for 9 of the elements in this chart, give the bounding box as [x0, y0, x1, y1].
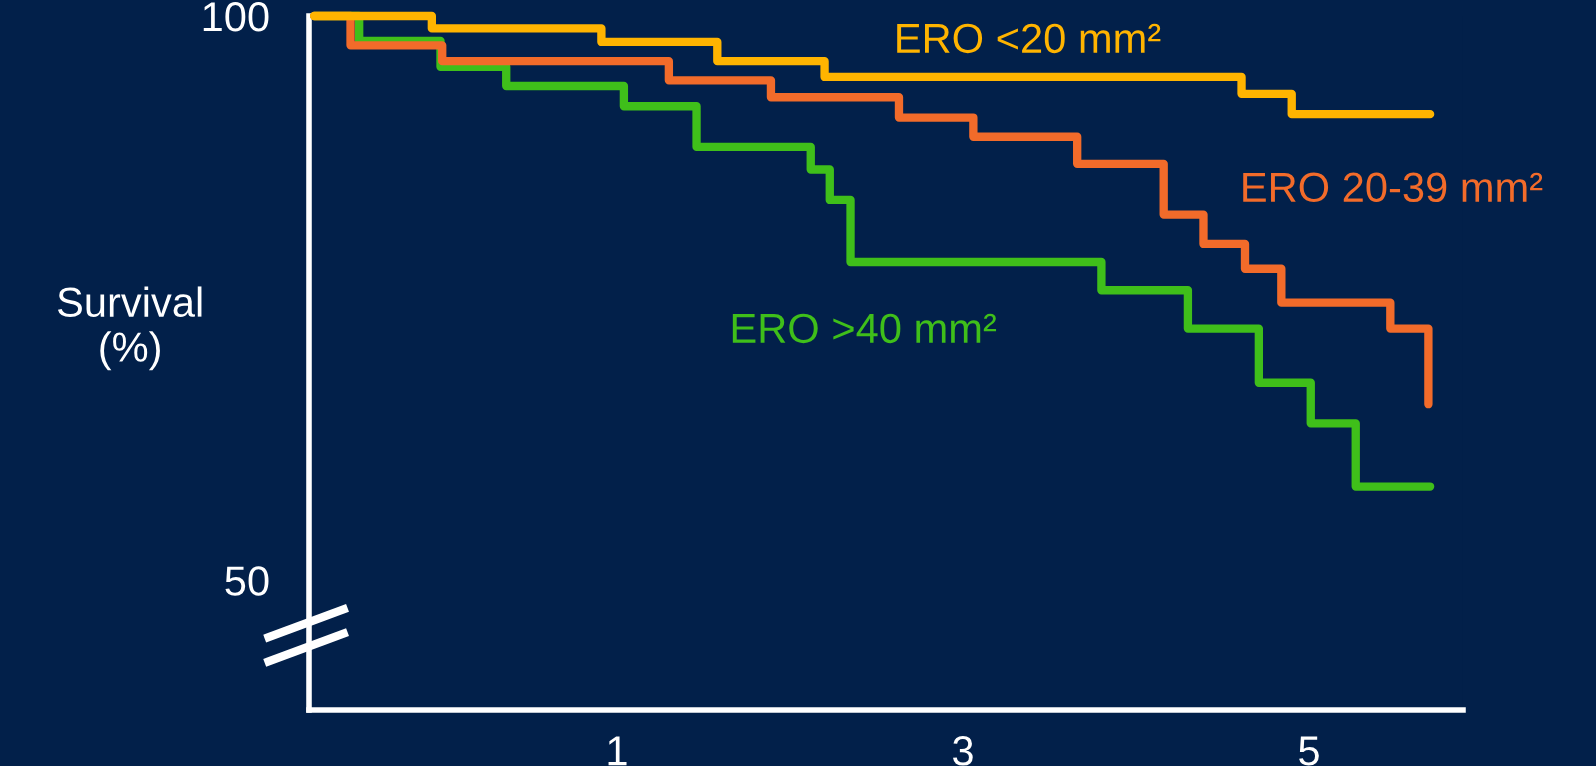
x-tick-label: 5	[1299, 736, 1319, 766]
x-tick-label: 1	[608, 736, 627, 766]
y-tick-label: 100	[203, 2, 269, 32]
series-label: ERO <20 mm²	[897, 23, 1161, 54]
x-tick-label: 3	[952, 736, 973, 766]
series-label: ERO 20-39 mm²	[1243, 172, 1543, 203]
y-tick-label: 50	[225, 566, 269, 596]
y-axis-title: Survival (%)	[57, 286, 202, 371]
series-label: ERO >40 mm²	[732, 313, 997, 344]
